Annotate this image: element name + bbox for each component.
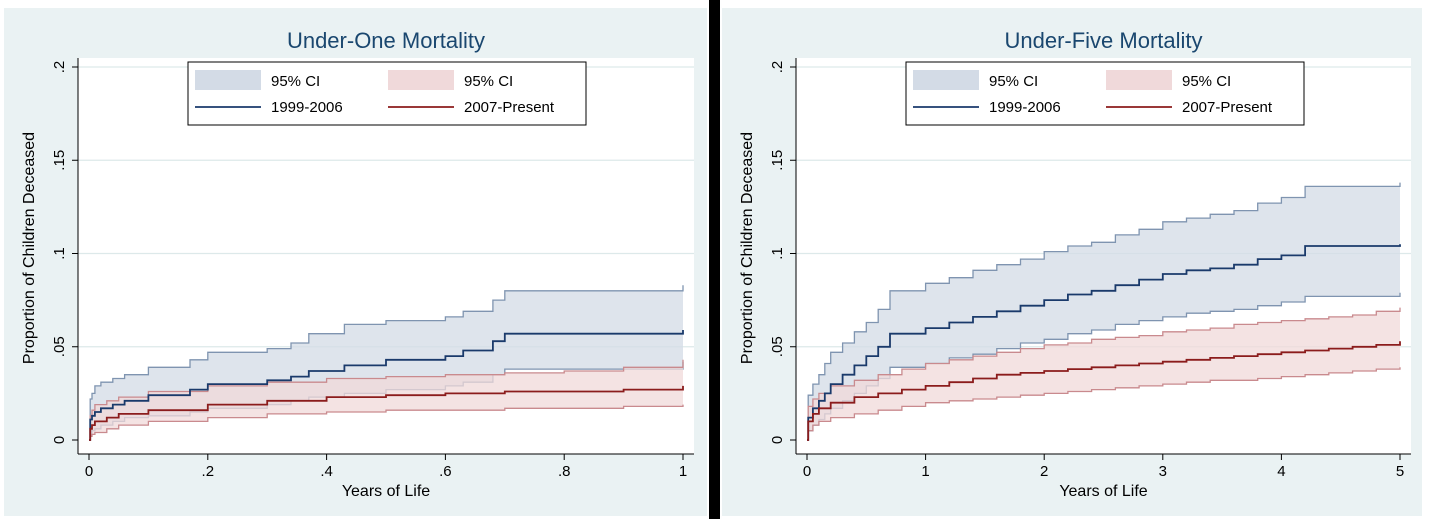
y-tick-label: .2 (51, 61, 68, 74)
y-tick-label: 0 (769, 436, 786, 444)
legend-label: 2007-Present (1182, 99, 1273, 116)
y-tick-label: .15 (769, 150, 786, 171)
y-axis-title: Proportion of Children Deceased (21, 132, 38, 364)
legend-label: 1999-2006 (271, 99, 343, 116)
x-tick-label: 0 (85, 463, 93, 480)
x-tick-label: 1 (921, 463, 929, 480)
chart-panel-under-five: 0 1 2 3 4 5 0 .05 .1 .15 .2 Under-Five Mortality Yea… (722, 8, 1422, 516)
x-tick-label: 2 (1040, 463, 1048, 480)
ci-upper-series-0 (807, 182, 1401, 441)
y-axis-title: Proportion of Children Deceased (739, 132, 756, 364)
series-line-1 (807, 341, 1401, 441)
x-tick-label: .8 (558, 463, 571, 480)
ci-upper-series-1 (807, 307, 1401, 441)
y-tick-label: .1 (769, 247, 786, 260)
ci-lower-series-1 (89, 404, 684, 441)
ci-lower-series-1 (807, 367, 1401, 441)
series-line-1 (89, 385, 684, 441)
chart-panel-under-one: 0 .2 .4 .6 .8 1 0 .05 .1 .15 .2 Under-One Mortality… (4, 8, 707, 516)
x-tick-label: 5 (1396, 463, 1404, 480)
legend-label: 1999-2006 (989, 99, 1061, 116)
legend-label: 2007-Present (464, 99, 555, 116)
legend-swatch-ci (195, 70, 261, 90)
x-tick-label: 0 (803, 463, 811, 480)
y-tick-label: .05 (51, 336, 68, 357)
legend-label: 95% CI (989, 73, 1038, 90)
y-tick-label: .15 (51, 150, 68, 171)
chart-under-one: 0 .2 .4 .6 .8 1 0 .05 .1 .15 .2 Under-One Mortality… (21, 28, 694, 500)
y-tick-label: .2 (769, 61, 786, 74)
x-tick-label: 1 (679, 463, 687, 480)
chart-title: Under-One Mortality (287, 28, 485, 53)
chart-title: Under-Five Mortality (1004, 28, 1202, 53)
x-axis-title: Years of Life (1059, 483, 1147, 500)
legend-swatch-ci (388, 70, 454, 90)
ci-upper-series-1 (89, 359, 684, 441)
ci-upper-series-0 (89, 285, 684, 441)
y-tick-label: 0 (51, 436, 68, 444)
series-line-0 (807, 244, 1401, 441)
y-tick-label: .05 (769, 336, 786, 357)
x-tick-label: 4 (1277, 463, 1285, 480)
ci-band-series-1 (807, 307, 1400, 440)
legend-label: 95% CI (464, 73, 513, 90)
legend-label: 95% CI (271, 73, 320, 90)
y-tick-label: .1 (51, 247, 68, 260)
chart-under-five: 0 1 2 3 4 5 0 .05 .1 .15 .2 Under-Five Mortality Yea… (739, 28, 1411, 500)
legend-swatch-ci (913, 70, 979, 90)
x-tick-label: 3 (1159, 463, 1167, 480)
legend-label: 95% CI (1182, 73, 1231, 90)
series-line-0 (89, 330, 684, 441)
x-tick-label: .4 (320, 463, 333, 480)
panel-divider (709, 0, 720, 519)
x-axis-title: Years of Life (342, 483, 430, 500)
ci-band-series-0 (807, 182, 1400, 440)
legend-swatch-ci (1106, 70, 1172, 90)
ci-band-series-1 (89, 359, 683, 440)
x-tick-label: .6 (439, 463, 452, 480)
x-tick-label: .2 (202, 463, 215, 480)
